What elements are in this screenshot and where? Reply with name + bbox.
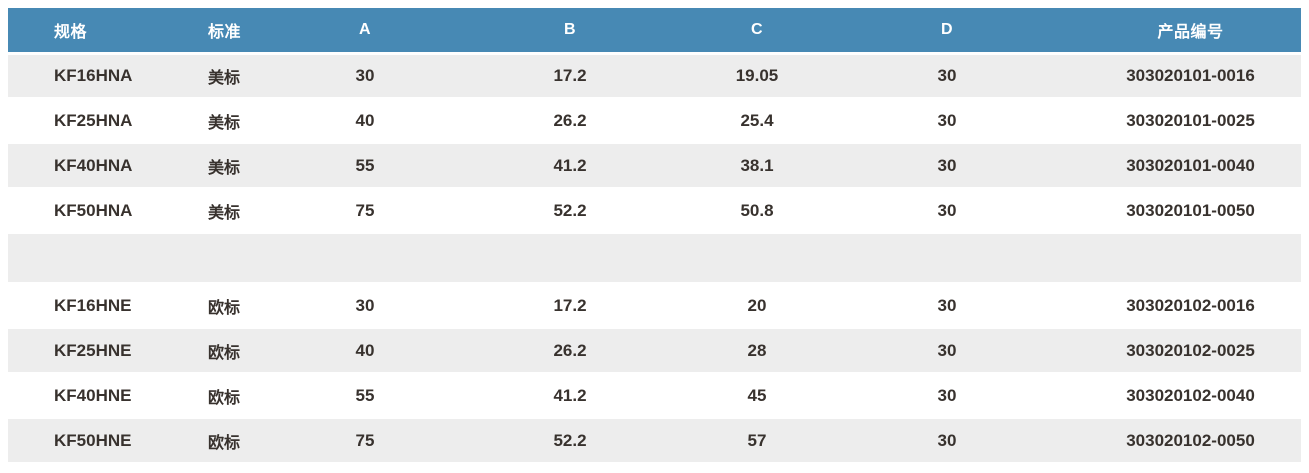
cell-d: 30 xyxy=(814,188,1080,234)
cell-standard: 美标 xyxy=(193,98,290,144)
cell-b: 26.2 xyxy=(440,328,700,374)
cell-a: 55 xyxy=(290,373,440,419)
cell-spec: KF16HNA xyxy=(8,53,193,99)
cell-d: 30 xyxy=(814,283,1080,329)
cell-spec xyxy=(8,233,193,284)
column-header-a: A xyxy=(290,8,440,55)
cell-product-number: 303020101-0050 xyxy=(1080,188,1301,234)
cell-spec: KF50HNA xyxy=(8,188,193,234)
cell-d: 30 xyxy=(814,418,1080,464)
cell-c: 25.4 xyxy=(700,98,814,144)
cell-b: 41.2 xyxy=(440,143,700,189)
cell-product-number: 303020102-0040 xyxy=(1080,373,1301,419)
table-row: KF50HNE 欧标 75 52.2 57 30 303020102-0050 xyxy=(8,418,1301,464)
cell-b xyxy=(440,233,700,284)
cell-d: 30 xyxy=(814,98,1080,144)
cell-d: 30 xyxy=(814,143,1080,189)
cell-product-number: 303020101-0016 xyxy=(1080,53,1301,99)
cell-spec: KF40HNE xyxy=(8,373,193,419)
spacer-row xyxy=(8,233,1301,284)
column-header-d: D xyxy=(814,8,1080,55)
cell-a: 30 xyxy=(290,283,440,329)
cell-standard: 美标 xyxy=(193,53,290,99)
cell-b: 26.2 xyxy=(440,98,700,144)
cell-standard: 欧标 xyxy=(193,418,290,464)
cell-b: 41.2 xyxy=(440,373,700,419)
cell-product-number: 303020102-0050 xyxy=(1080,418,1301,464)
cell-standard: 欧标 xyxy=(193,328,290,374)
column-header-b: B xyxy=(440,8,700,55)
table-body: KF16HNA 美标 30 17.2 19.05 30 303020101-0016 KF25… xyxy=(8,53,1301,464)
cell-product-number: 303020101-0025 xyxy=(1080,98,1301,144)
cell-d: 30 xyxy=(814,328,1080,374)
cell-spec: KF50HNE xyxy=(8,418,193,464)
cell-spec: KF40HNA xyxy=(8,143,193,189)
cell-spec: KF25HNA xyxy=(8,98,193,144)
table-header: 规格 标准 A B C D 产品编号 xyxy=(8,8,1301,55)
cell-a: 30 xyxy=(290,53,440,99)
product-spec-table: 规格 标准 A B C D 产品编号 KF16HNA 美标 30 17.2 19.05 30 30302… xyxy=(8,8,1301,464)
table-row: KF50HNA 美标 75 52.2 50.8 30 303020101-0050 xyxy=(8,188,1301,234)
table-row: KF16HNE 欧标 30 17.2 20 30 303020102-0016 xyxy=(8,283,1301,329)
cell-c xyxy=(700,233,814,284)
cell-a: 40 xyxy=(290,98,440,144)
header-row: 规格 标准 A B C D 产品编号 xyxy=(8,8,1301,55)
cell-standard: 美标 xyxy=(193,143,290,189)
cell-c: 28 xyxy=(700,328,814,374)
cell-product-number xyxy=(1080,233,1301,284)
cell-c: 20 xyxy=(700,283,814,329)
cell-spec: KF25HNE xyxy=(8,328,193,374)
cell-standard xyxy=(193,233,290,284)
cell-product-number: 303020102-0016 xyxy=(1080,283,1301,329)
cell-c: 19.05 xyxy=(700,53,814,99)
cell-c: 57 xyxy=(700,418,814,464)
cell-product-number: 303020102-0025 xyxy=(1080,328,1301,374)
cell-a: 75 xyxy=(290,188,440,234)
cell-a xyxy=(290,233,440,284)
cell-c: 45 xyxy=(700,373,814,419)
cell-a: 55 xyxy=(290,143,440,189)
cell-c: 50.8 xyxy=(700,188,814,234)
cell-standard: 欧标 xyxy=(193,283,290,329)
cell-b: 52.2 xyxy=(440,418,700,464)
table-row: KF25HNE 欧标 40 26.2 28 30 303020102-0025 xyxy=(8,328,1301,374)
cell-a: 40 xyxy=(290,328,440,374)
column-header-standard: 标准 xyxy=(193,8,290,55)
cell-standard: 美标 xyxy=(193,188,290,234)
cell-spec: KF16HNE xyxy=(8,283,193,329)
cell-a: 75 xyxy=(290,418,440,464)
table-row: KF16HNA 美标 30 17.2 19.05 30 303020101-0016 xyxy=(8,53,1301,99)
table-row: KF40HNA 美标 55 41.2 38.1 30 303020101-0040 xyxy=(8,143,1301,189)
cell-d: 30 xyxy=(814,373,1080,419)
cell-c: 38.1 xyxy=(700,143,814,189)
table-row: KF25HNA 美标 40 26.2 25.4 30 303020101-0025 xyxy=(8,98,1301,144)
cell-standard: 欧标 xyxy=(193,373,290,419)
cell-d xyxy=(814,233,1080,284)
column-header-spec: 规格 xyxy=(8,8,193,55)
cell-b: 17.2 xyxy=(440,53,700,99)
cell-b: 52.2 xyxy=(440,188,700,234)
cell-b: 17.2 xyxy=(440,283,700,329)
cell-product-number: 303020101-0040 xyxy=(1080,143,1301,189)
cell-d: 30 xyxy=(814,53,1080,99)
column-header-c: C xyxy=(700,8,814,55)
column-header-product-number: 产品编号 xyxy=(1080,8,1301,55)
table-row: KF40HNE 欧标 55 41.2 45 30 303020102-0040 xyxy=(8,373,1301,419)
